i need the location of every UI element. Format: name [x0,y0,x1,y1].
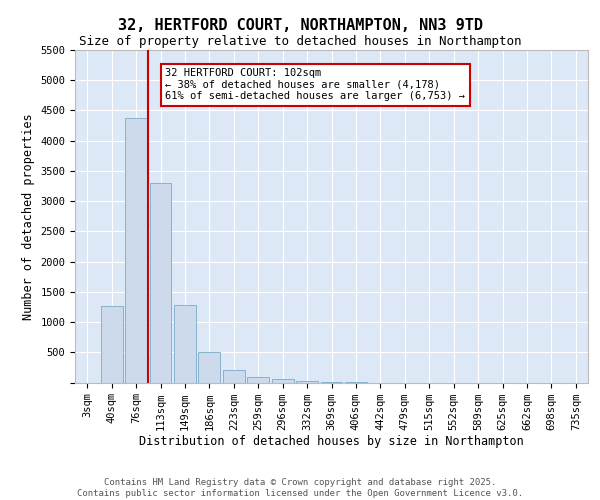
Bar [247,377,269,382]
Bar [296,381,318,382]
Text: 32 HERTFORD COURT: 102sqm
← 38% of detached houses are smaller (4,178)
61% of se: 32 HERTFORD COURT: 102sqm ← 38% of detac… [166,68,466,102]
Bar [149,183,172,382]
Text: 32, HERTFORD COURT, NORTHAMPTON, NN3 9TD: 32, HERTFORD COURT, NORTHAMPTON, NN3 9TD [118,18,482,32]
Bar [223,370,245,382]
Bar [174,305,196,382]
Text: Size of property relative to detached houses in Northampton: Size of property relative to detached ho… [79,35,521,48]
Bar [101,306,122,382]
Bar [199,352,220,382]
X-axis label: Distribution of detached houses by size in Northampton: Distribution of detached houses by size … [139,436,524,448]
Y-axis label: Number of detached properties: Number of detached properties [22,113,35,320]
Text: Contains HM Land Registry data © Crown copyright and database right 2025.
Contai: Contains HM Land Registry data © Crown c… [77,478,523,498]
Bar [125,118,147,382]
Bar [272,379,293,382]
